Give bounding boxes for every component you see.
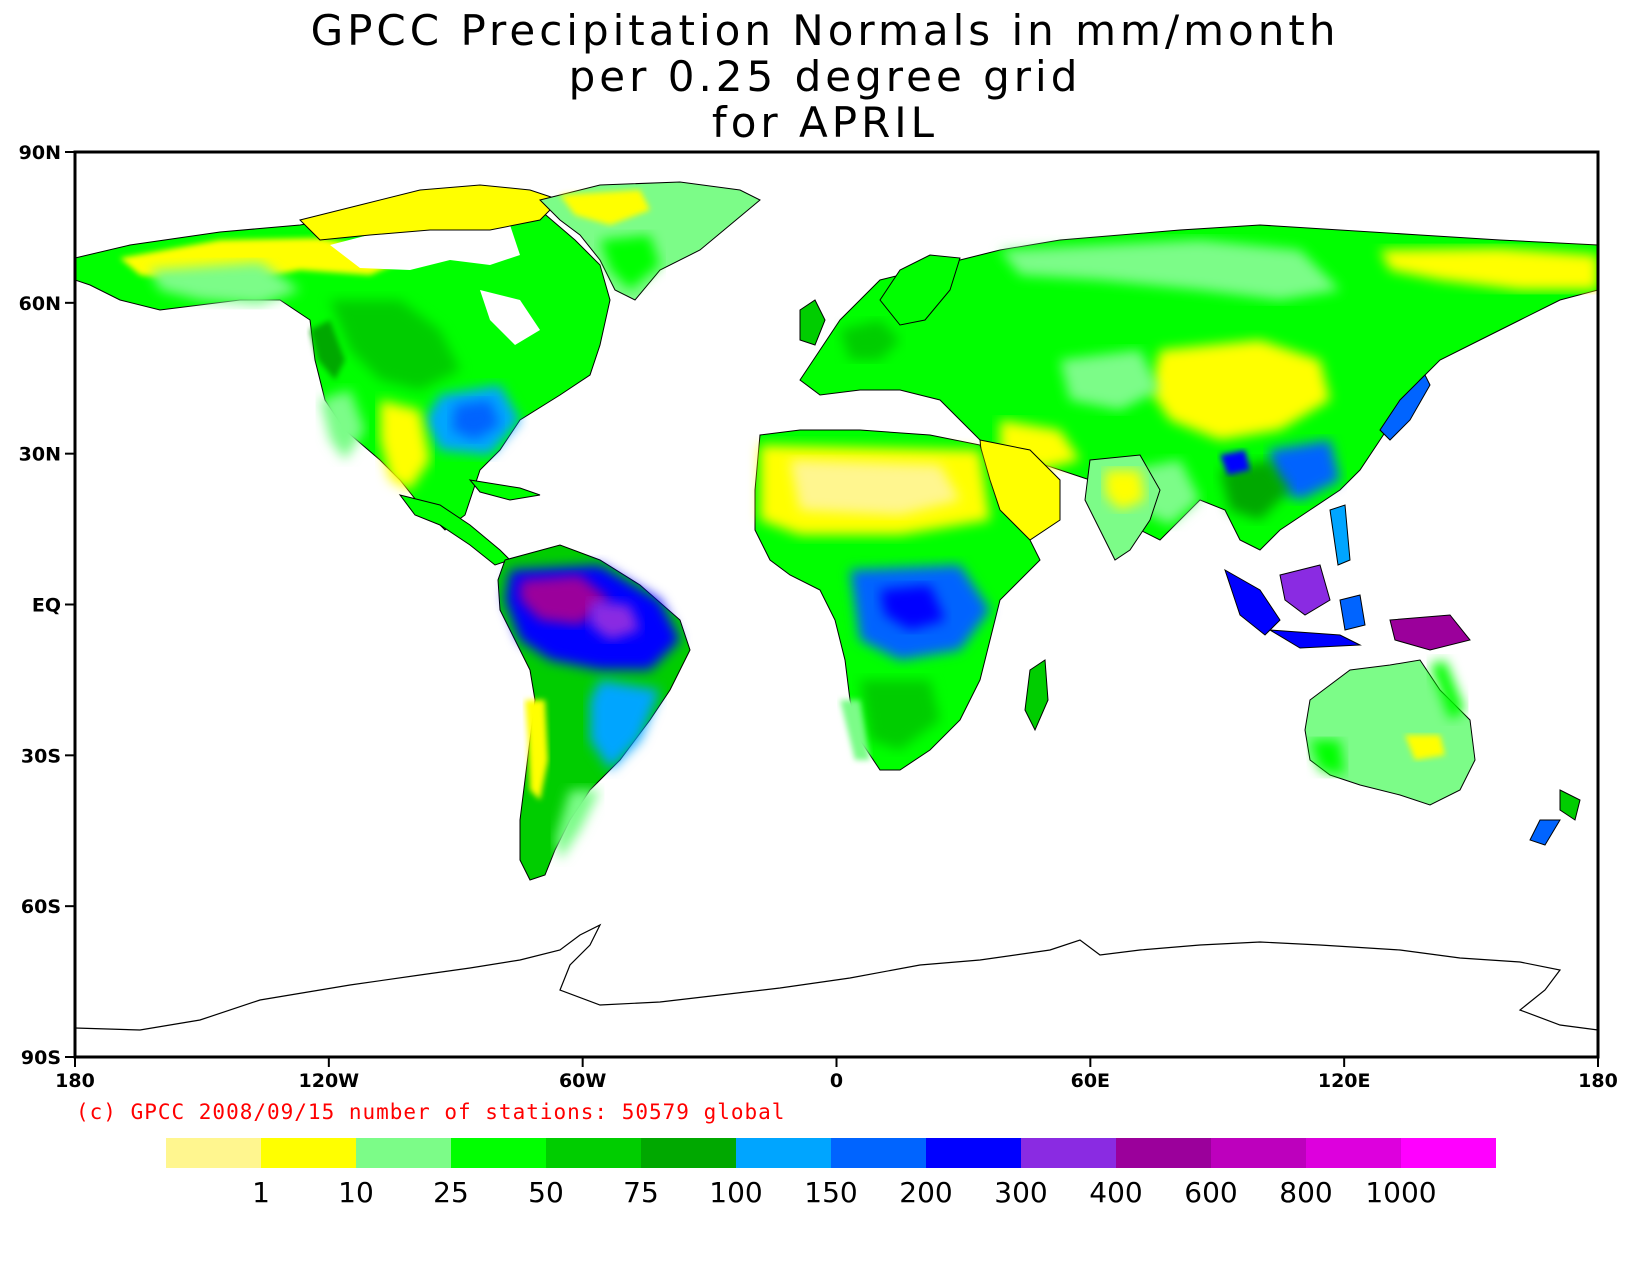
legend-swatch	[1021, 1138, 1116, 1168]
legend-swatch	[736, 1138, 831, 1168]
x-tick-label: 60W	[559, 1070, 606, 1092]
x-tick-label: 180	[1578, 1070, 1618, 1092]
y-tick-label: 90S	[21, 1047, 61, 1069]
legend-label: 400	[1089, 1176, 1142, 1209]
legend-label: 800	[1279, 1176, 1332, 1209]
legend-swatch	[641, 1138, 736, 1168]
legend-label: 75	[623, 1176, 659, 1209]
legend-swatch	[1116, 1138, 1211, 1168]
map-month: for APRIL	[711, 98, 939, 147]
legend-label: 50	[528, 1176, 564, 1209]
legend-swatch	[926, 1138, 1021, 1168]
legend-swatch	[451, 1138, 546, 1168]
y-tick-label: 30N	[19, 444, 61, 466]
y-tick-label: 60S	[21, 896, 61, 918]
map-subtitle: per 0.25 degree grid	[568, 52, 1082, 101]
legend-swatch	[831, 1138, 926, 1168]
legend-label: 10	[338, 1176, 374, 1209]
legend-swatch	[546, 1138, 641, 1168]
y-tick-label: 30S	[21, 745, 61, 767]
legend-swatch	[1306, 1138, 1401, 1168]
credit-text: (c) GPCC 2008/09/15 number of stations: …	[76, 1100, 786, 1124]
color-legend: 1 10 25 50 75 100 150 200 300 400 600 800 1000	[166, 1138, 1496, 1209]
y-tick-label: 90N	[19, 142, 61, 164]
x-tick-label: 180	[55, 1070, 95, 1092]
legend-label: 100	[709, 1176, 762, 1209]
x-tick-label: 0	[830, 1070, 843, 1092]
legend-swatch	[356, 1138, 451, 1168]
y-tick-label: 60N	[19, 293, 61, 315]
x-tick-label: 60E	[1071, 1070, 1110, 1092]
legend-label: 1000	[1365, 1176, 1436, 1209]
y-tick-label: EQ	[32, 595, 61, 617]
x-tick-label: 120W	[299, 1070, 360, 1092]
legend-swatch	[261, 1138, 356, 1168]
land-precipitation-field	[75, 181, 1598, 1031]
legend-label: 150	[804, 1176, 857, 1209]
legend-swatch	[166, 1138, 261, 1168]
legend-label: 300	[994, 1176, 1047, 1209]
legend-swatch	[1401, 1138, 1496, 1168]
legend-label: 1	[252, 1176, 270, 1209]
legend-label: 600	[1184, 1176, 1237, 1209]
legend-swatch	[1211, 1138, 1306, 1168]
legend-label: 25	[433, 1176, 469, 1209]
legend-label: 200	[899, 1176, 952, 1209]
map-title: GPCC Precipitation Normals in mm/month	[310, 6, 1340, 55]
x-tick-label: 120E	[1318, 1070, 1371, 1092]
